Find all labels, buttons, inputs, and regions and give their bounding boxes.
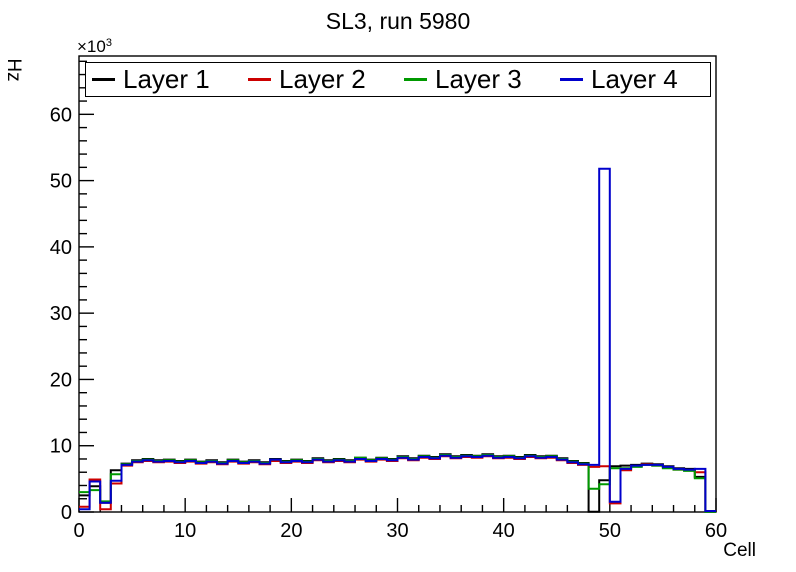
legend-entry-layer-4: Layer 4 <box>554 62 710 97</box>
legend-label-layer-3: Layer 3 <box>435 64 522 94</box>
legend-label-layer-1: Layer 1 <box>123 64 210 94</box>
x-tick-label-50: 50 <box>599 520 621 542</box>
chart-title: SL3, run 5980 <box>325 8 471 34</box>
y-tick-label-50: 50 <box>50 171 72 193</box>
y-tick-label-20: 20 <box>50 369 72 391</box>
legend-marker-layer-3 <box>404 78 427 81</box>
legend-marker-layer-1 <box>92 78 115 81</box>
y-axis-power-base: ×10 <box>77 37 106 56</box>
y-tick-label-40: 40 <box>50 237 72 259</box>
x-tick-label-0: 0 <box>73 520 84 542</box>
y-tick-label-0: 0 <box>61 502 72 524</box>
legend-entry-layer-1: Layer 1 <box>86 62 242 97</box>
x-axis-title: Cell <box>723 540 756 561</box>
y-axis-power-label: ×103 <box>77 37 112 57</box>
x-tick-label-60: 60 <box>705 520 727 542</box>
legend-label-layer-2: Layer 2 <box>279 64 366 94</box>
legend-marker-layer-2 <box>248 78 271 81</box>
legend-marker-layer-4 <box>560 78 583 81</box>
legend-entry-layer-3: Layer 3 <box>398 62 554 97</box>
x-tick-label-20: 20 <box>280 520 302 542</box>
y-tick-label-10: 10 <box>50 436 72 458</box>
legend: Layer 1 Layer 2 Layer 3 Layer 4 <box>85 62 711 97</box>
legend-entry-layer-2: Layer 2 <box>242 62 398 97</box>
y-tick-label-60: 60 <box>50 104 72 126</box>
series-path-layer-4 <box>79 167 716 512</box>
legend-label-layer-4: Layer 4 <box>591 64 678 94</box>
x-tick-label-30: 30 <box>386 520 408 542</box>
plot-frame <box>78 55 717 513</box>
y-tick-label-30: 30 <box>50 303 72 325</box>
x-tick-label-40: 40 <box>493 520 515 542</box>
y-axis-power-exponent: 3 <box>105 37 112 49</box>
x-tick-label-10: 10 <box>174 520 196 542</box>
